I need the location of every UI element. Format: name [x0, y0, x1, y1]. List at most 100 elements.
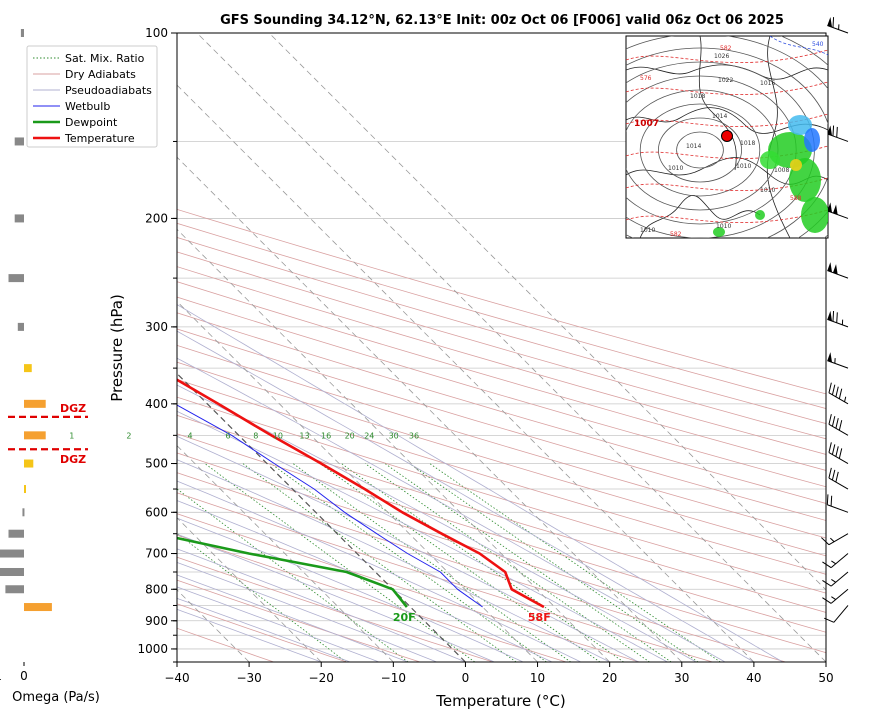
barb-flag	[832, 204, 838, 215]
wind-barb	[827, 202, 849, 219]
pseudoadiabat	[177, 384, 697, 662]
barb-full	[838, 388, 843, 399]
pseudoadiabat	[177, 500, 553, 662]
map-thickness-label: 588	[790, 195, 802, 202]
mixing-ratio-label: 36	[409, 432, 419, 441]
x-tick-label: 10	[530, 671, 545, 685]
x-axis-label: Temperature (°C)	[435, 692, 565, 710]
isotherm-line	[177, 300, 538, 662]
map-thickness-label: 540	[812, 41, 824, 48]
barb-flag	[832, 264, 838, 275]
omega-axis-label: Omega (Pa/s)	[12, 690, 100, 705]
barb-flag	[827, 310, 833, 322]
barb-staff	[833, 605, 849, 623]
map-precip	[788, 115, 812, 135]
dry-adiabat	[177, 208, 826, 395]
barb-full	[838, 420, 843, 431]
barb-full	[824, 617, 835, 623]
mixing-ratio-line	[204, 463, 476, 662]
mixing-ratio-label: 20	[345, 432, 355, 441]
map-pressure-label: 1010	[668, 165, 683, 172]
barb-full	[831, 444, 836, 455]
surface-dewpoint-label: 20F	[393, 611, 416, 624]
x-tick-label: 50	[818, 671, 833, 685]
map-precip	[760, 151, 780, 169]
dry-adiabat	[177, 603, 347, 662]
omega-bar	[20, 29, 24, 37]
mixing-ratio-label: 30	[389, 432, 399, 441]
barb-staff	[830, 553, 849, 569]
isotherm-lines	[177, 33, 826, 662]
omega-bar	[22, 508, 25, 517]
barb-flag	[827, 17, 833, 28]
barb-full	[830, 495, 833, 507]
barb-staff	[830, 588, 849, 604]
barb-full	[822, 579, 832, 587]
dgz-label: DGZ	[60, 402, 86, 415]
barb-full	[836, 126, 838, 138]
barb-flag	[827, 125, 833, 136]
x-tick-label: 20	[602, 671, 617, 685]
x-tick-label: 0	[462, 671, 470, 685]
map-thickness-label: 582	[720, 45, 732, 52]
map-pressure-label: 1018	[690, 93, 705, 100]
wind-barb	[827, 125, 849, 142]
wind-barb	[822, 571, 849, 587]
chart-title: GFS Sounding 34.12°N, 62.13°E Init: 00z …	[220, 13, 784, 28]
pseudoadiabat	[177, 561, 437, 662]
dry-adiabat	[177, 361, 826, 557]
mixing-ratio-label: 4	[188, 432, 193, 441]
wind-barb	[822, 553, 849, 569]
isotherm-line	[177, 84, 755, 662]
map-pressure-label: 1010	[640, 227, 655, 234]
location-marker	[721, 130, 733, 142]
map-isobar	[626, 47, 828, 238]
map-isobar	[676, 131, 724, 169]
inset-content: 1026 1022 1018 1014 1014 1010 1010 1007 1018 1008…	[626, 36, 828, 238]
barb-half	[831, 560, 837, 565]
x-tick-label: 30	[674, 671, 689, 685]
map-pressure-label: 1022	[718, 77, 733, 84]
omega-panel: 0−1−2DGZDGZ	[0, 29, 88, 683]
inset-map: 1026 1022 1018 1014 1014 1010 1010 1007 1018 1008…	[625, 35, 829, 239]
map-thickness-label: 582	[670, 231, 682, 238]
mixing-ratio-label: 6	[225, 432, 230, 441]
isotherm-line	[196, 33, 826, 662]
wind-barbs	[821, 17, 849, 623]
dry-adiabat	[177, 472, 786, 662]
pseudoadiabat	[177, 480, 581, 662]
omega-bar	[5, 585, 25, 594]
barb-full	[835, 386, 839, 397]
wind-barb	[821, 533, 849, 546]
barb-staff	[830, 571, 849, 587]
mixing-ratio-label: 8	[253, 432, 258, 441]
isotherm-line	[177, 228, 610, 662]
map-pressure-label: 1010	[736, 163, 751, 170]
map-pressure-label: 1014	[712, 113, 727, 120]
mixing-ratio-label: 10	[273, 432, 283, 441]
barb-half	[831, 578, 837, 583]
mixing-ratio-line	[384, 463, 672, 662]
mixing-ratio-line	[341, 463, 624, 662]
barb-full	[831, 469, 836, 481]
pseudoadiabat	[177, 548, 466, 662]
barb-full	[828, 442, 832, 453]
map-thickness	[626, 81, 828, 95]
legend-pseudoadiabats: Pseudoadiabats	[65, 84, 152, 97]
map-precip	[713, 227, 725, 237]
pseudoadiabat	[177, 597, 351, 662]
dry-adiabat	[177, 534, 567, 662]
barb-half	[830, 537, 835, 543]
wind-barb	[828, 467, 849, 490]
legend-dry-adiabats: Dry Adiabats	[65, 68, 136, 81]
y-tick-label: 600	[145, 505, 168, 519]
isotherm-line	[268, 33, 826, 591]
map-pressure-label: 1014	[686, 143, 701, 150]
pseudoadiabat	[177, 435, 639, 662]
pseudoadiabat	[177, 517, 524, 662]
mixing-ratio-line	[319, 463, 601, 662]
dry-adiabat	[177, 492, 713, 662]
y-tick-label: 700	[145, 547, 168, 561]
legend-wetbulb: Wetbulb	[65, 100, 110, 113]
omega-bar	[24, 459, 34, 468]
